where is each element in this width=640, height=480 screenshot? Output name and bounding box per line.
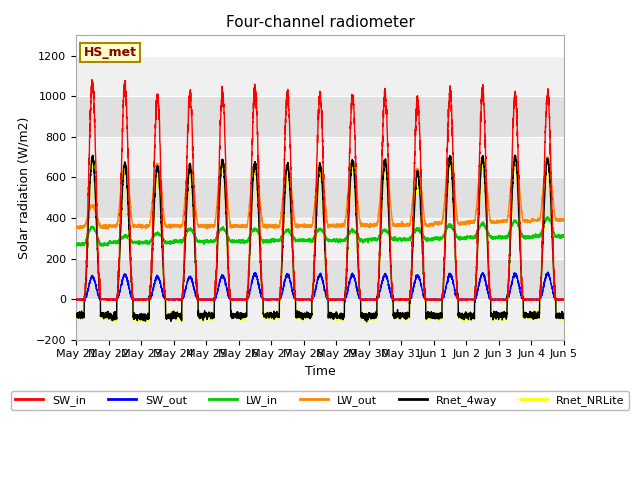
SW_out xyxy=(160,293,168,299)
LW_out xyxy=(559,218,567,224)
SW_out xyxy=(559,296,567,302)
Rnet_4way xyxy=(511,152,519,158)
SW_in xyxy=(72,297,80,302)
SW_out xyxy=(72,296,80,302)
LW_in xyxy=(559,234,567,240)
LW_in xyxy=(545,214,552,220)
SW_in xyxy=(560,297,568,302)
SW_out xyxy=(429,296,436,302)
SW_out xyxy=(456,296,464,302)
Rnet_4way xyxy=(429,314,436,320)
LW_out xyxy=(76,226,84,232)
Rnet_NRLite xyxy=(511,155,519,161)
Bar xyxy=(76,259,564,299)
LW_in xyxy=(160,238,168,243)
Bar xyxy=(76,218,564,259)
Rnet_NRLite xyxy=(160,281,168,287)
LW_out xyxy=(301,222,309,228)
Rnet_NRLite xyxy=(429,316,436,322)
SW_in xyxy=(301,297,309,302)
SW_out xyxy=(301,296,309,302)
Line: SW_in: SW_in xyxy=(76,80,564,300)
LW_out xyxy=(511,153,519,159)
Rnet_NRLite xyxy=(363,321,371,326)
SW_in xyxy=(457,296,465,302)
Rnet_4way xyxy=(457,312,465,317)
SW_out xyxy=(560,296,568,302)
LW_out xyxy=(560,217,568,223)
Bar xyxy=(76,299,564,340)
SW_out xyxy=(402,296,410,302)
Bar xyxy=(76,56,564,96)
Bar xyxy=(76,178,564,218)
Rnet_NRLite xyxy=(560,315,568,321)
Rnet_4way xyxy=(560,315,568,321)
Rnet_4way xyxy=(160,278,168,284)
LW_in xyxy=(402,236,410,242)
Rnet_NRLite xyxy=(457,312,465,317)
Bar xyxy=(76,96,564,137)
Rnet_4way xyxy=(72,312,80,318)
SW_in xyxy=(160,277,168,283)
Legend: SW_in, SW_out, LW_in, LW_out, Rnet_4way, Rnet_NRLite: SW_in, SW_out, LW_in, LW_out, Rnet_4way,… xyxy=(11,391,629,410)
LW_in xyxy=(301,237,309,242)
X-axis label: Time: Time xyxy=(305,365,335,378)
SW_in xyxy=(559,297,567,302)
Text: HS_met: HS_met xyxy=(83,46,136,59)
LW_out xyxy=(72,223,80,229)
SW_in xyxy=(327,297,335,303)
SW_in xyxy=(88,77,96,83)
Rnet_4way xyxy=(301,314,309,320)
LW_out xyxy=(160,211,168,217)
LW_out xyxy=(402,223,410,228)
LW_in xyxy=(560,234,568,240)
Bar xyxy=(76,137,564,178)
Line: SW_out: SW_out xyxy=(76,272,564,299)
Rnet_4way xyxy=(363,319,371,324)
Line: Rnet_NRLite: Rnet_NRLite xyxy=(76,158,564,324)
Title: Four-channel radiometer: Four-channel radiometer xyxy=(225,15,415,30)
LW_in xyxy=(457,234,465,240)
LW_out xyxy=(457,220,465,226)
Line: LW_in: LW_in xyxy=(76,217,564,246)
Rnet_4way xyxy=(402,313,410,319)
Rnet_NRLite xyxy=(402,315,410,321)
Rnet_4way xyxy=(559,310,567,316)
Rnet_NRLite xyxy=(72,312,80,318)
LW_out xyxy=(429,223,436,228)
LW_in xyxy=(429,238,436,243)
Rnet_NRLite xyxy=(301,314,309,320)
Line: LW_out: LW_out xyxy=(76,156,564,229)
SW_in xyxy=(402,297,410,303)
SW_out xyxy=(545,269,552,275)
LW_in xyxy=(73,243,81,249)
Line: Rnet_4way: Rnet_4way xyxy=(76,155,564,322)
Y-axis label: Solar radiation (W/m2): Solar radiation (W/m2) xyxy=(17,116,30,259)
Rnet_NRLite xyxy=(559,310,567,316)
LW_in xyxy=(72,240,80,246)
SW_in xyxy=(429,297,437,302)
